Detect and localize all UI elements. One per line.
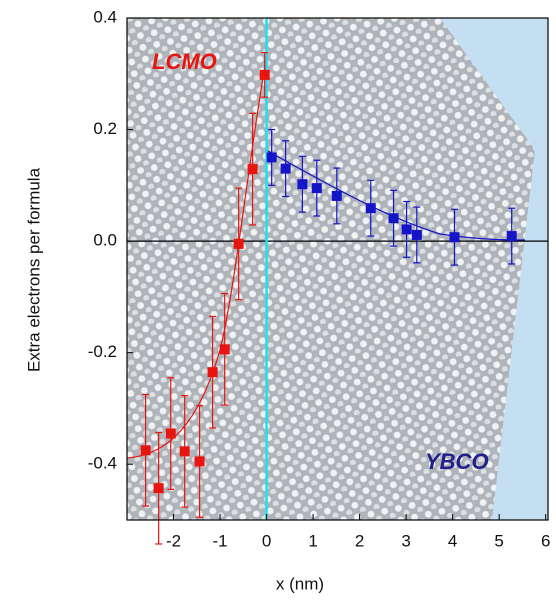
y-tick-label: -0.2 — [88, 342, 117, 361]
y-tick-label: -0.4 — [88, 454, 117, 473]
data-point — [311, 183, 322, 194]
x-tick-label: 3 — [401, 531, 410, 550]
x-tick-label: 1 — [308, 531, 317, 550]
data-point — [233, 238, 244, 249]
x-tick-label: 5 — [494, 531, 503, 550]
x-tick-label: -1 — [212, 531, 227, 550]
data-point — [259, 69, 270, 80]
data-point — [388, 213, 399, 224]
plot-frame — [126, 17, 549, 521]
data-point — [280, 163, 291, 174]
data-point — [194, 456, 205, 467]
x-tick-label: 4 — [448, 531, 457, 550]
data-point — [153, 483, 164, 494]
x-tick-label: 0 — [262, 531, 271, 550]
y-tick-label: 0.4 — [93, 7, 117, 26]
data-point — [179, 446, 190, 457]
x-tick-label: 6 — [541, 531, 550, 550]
data-point — [506, 231, 517, 242]
data-point — [297, 179, 308, 190]
data-point — [140, 445, 151, 456]
data-point — [247, 164, 258, 175]
x-tick-label: -2 — [166, 531, 181, 550]
data-point — [401, 224, 412, 235]
data-point — [411, 229, 422, 240]
x-axis-label: x (nm) — [276, 574, 324, 593]
fit-curve — [265, 149, 526, 241]
series-label: YBCO — [425, 449, 489, 474]
fit-curve — [126, 59, 267, 459]
data-point — [365, 203, 376, 214]
data-point — [449, 232, 460, 243]
y-axis-label: Extra electrons per formula — [24, 167, 43, 372]
y-tick-label: 0.2 — [93, 119, 117, 138]
data-point — [219, 344, 230, 355]
series-label: LCMO — [152, 49, 217, 74]
data-point — [165, 428, 176, 439]
data-point — [266, 152, 277, 163]
y-tick-label: 0.0 — [93, 231, 117, 250]
data-point — [207, 367, 218, 378]
data-point — [331, 190, 342, 201]
x-tick-label: 2 — [355, 531, 364, 550]
background-image — [127, 18, 548, 520]
